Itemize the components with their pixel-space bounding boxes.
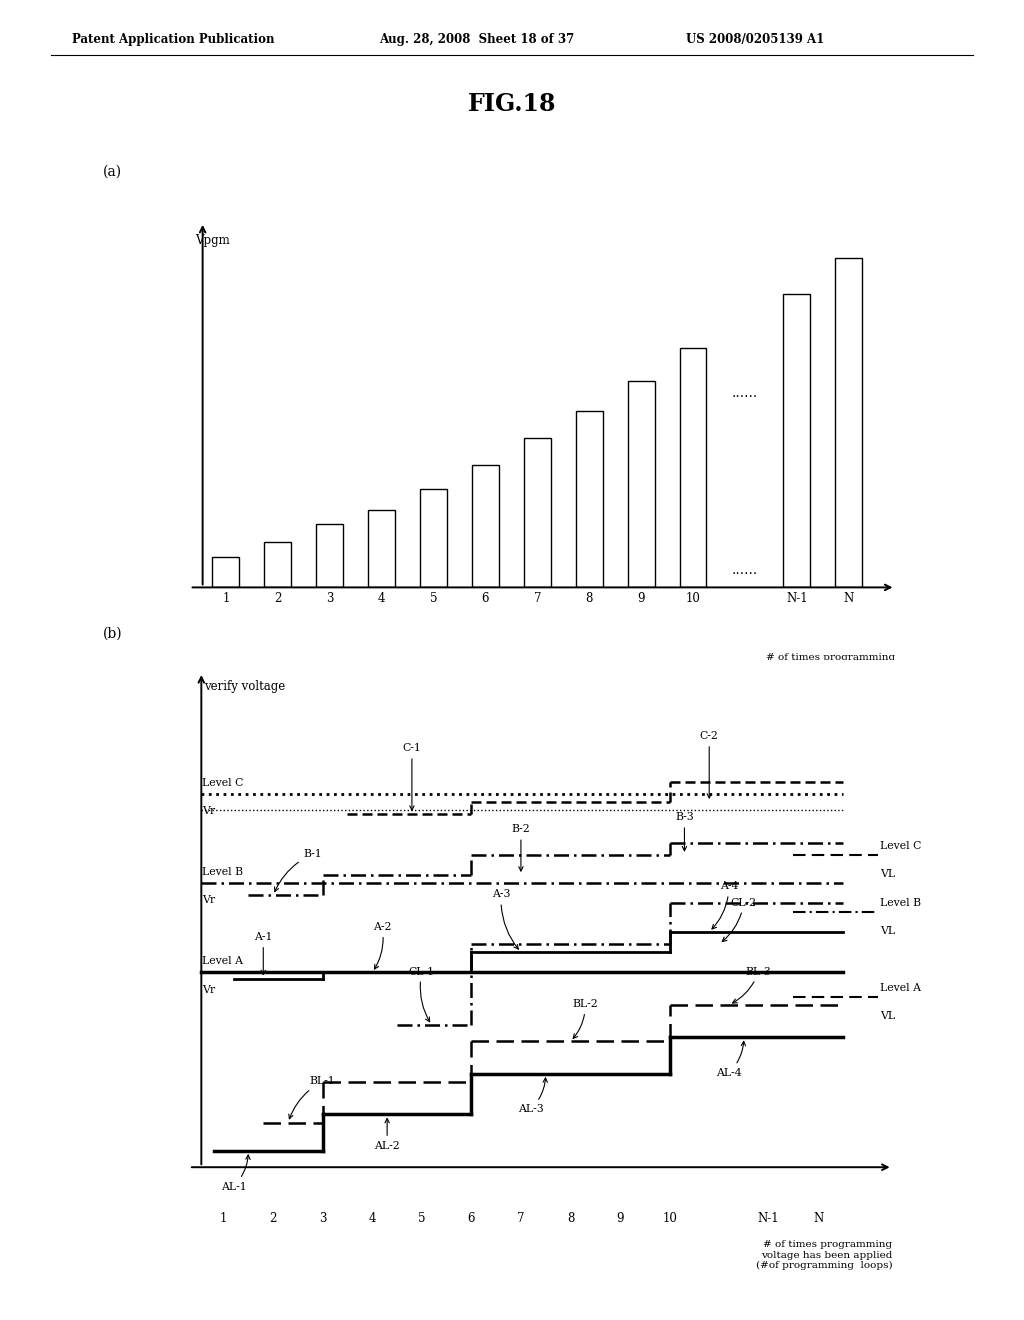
- Text: (b): (b): [102, 627, 122, 642]
- Text: BL-1: BL-1: [289, 1076, 336, 1119]
- Text: Level B: Level B: [203, 867, 244, 876]
- Bar: [213, 557, 240, 587]
- Text: A-3: A-3: [492, 890, 518, 949]
- Text: VL: VL: [881, 925, 895, 936]
- Text: C-1: C-1: [402, 743, 421, 810]
- Text: B-3: B-3: [675, 812, 694, 851]
- Bar: [680, 347, 707, 587]
- Text: Level B: Level B: [881, 898, 922, 908]
- Bar: [369, 510, 395, 587]
- Text: BL-2: BL-2: [572, 999, 598, 1039]
- Bar: [628, 380, 654, 587]
- Text: Vr: Vr: [203, 895, 215, 906]
- Text: A-2: A-2: [373, 921, 391, 969]
- Bar: [783, 294, 810, 587]
- Text: B-1: B-1: [274, 849, 323, 891]
- Bar: [316, 524, 343, 587]
- Bar: [420, 488, 447, 587]
- Text: (a): (a): [102, 165, 122, 180]
- Text: VL: VL: [881, 1011, 895, 1022]
- Text: B-2: B-2: [512, 825, 530, 871]
- Text: CL-2: CL-2: [722, 898, 757, 941]
- Text: verify voltage: verify voltage: [204, 680, 285, 693]
- Text: AL-2: AL-2: [374, 1118, 400, 1151]
- Text: Level C: Level C: [203, 777, 244, 788]
- Text: CL-1: CL-1: [409, 966, 435, 1022]
- Bar: [575, 411, 603, 587]
- Bar: [472, 465, 499, 587]
- Text: Vr: Vr: [203, 807, 215, 816]
- Text: A-4: A-4: [712, 882, 738, 929]
- Text: C-2: C-2: [699, 731, 719, 799]
- Text: FIG.18: FIG.18: [468, 92, 556, 116]
- Bar: [524, 438, 551, 587]
- Text: A-1: A-1: [254, 932, 272, 974]
- Text: Level A: Level A: [881, 982, 922, 993]
- Text: VL: VL: [881, 869, 895, 879]
- Text: BL-3: BL-3: [732, 966, 772, 1003]
- Text: # of times programming
voltage has been applied
(#of programming  loops): # of times programming voltage has been …: [759, 653, 895, 684]
- Text: AL-1: AL-1: [220, 1155, 250, 1192]
- Text: ......: ......: [732, 562, 758, 577]
- Bar: [836, 257, 862, 587]
- Text: # of times programming
voltage has been applied
(#of programming  loops): # of times programming voltage has been …: [756, 1241, 893, 1270]
- Text: Aug. 28, 2008  Sheet 18 of 37: Aug. 28, 2008 Sheet 18 of 37: [379, 33, 574, 46]
- Text: Patent Application Publication: Patent Application Publication: [72, 33, 274, 46]
- Text: Level C: Level C: [881, 841, 922, 850]
- Text: Vpgm: Vpgm: [195, 234, 229, 247]
- Text: US 2008/0205139 A1: US 2008/0205139 A1: [686, 33, 824, 46]
- Text: ......: ......: [732, 385, 758, 400]
- Text: Level A: Level A: [203, 957, 244, 966]
- Text: AL-4: AL-4: [716, 1041, 745, 1078]
- Text: Vr: Vr: [203, 985, 215, 995]
- Bar: [264, 543, 292, 587]
- Text: AL-3: AL-3: [518, 1078, 548, 1114]
